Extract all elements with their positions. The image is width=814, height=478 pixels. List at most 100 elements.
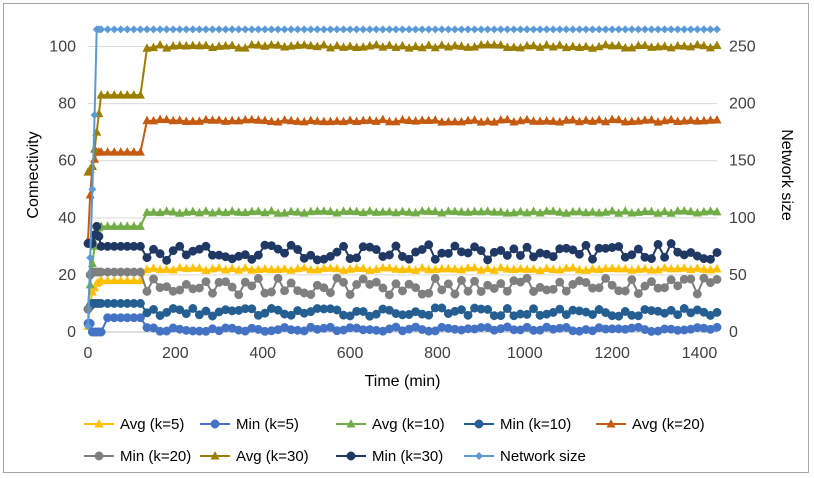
data-point <box>135 267 145 277</box>
data-point <box>640 263 650 273</box>
data-point <box>312 206 322 215</box>
series-min-k-20 <box>83 267 722 314</box>
data-point <box>502 264 512 273</box>
data-point <box>607 206 617 215</box>
data-point <box>430 273 440 283</box>
data-point <box>489 265 499 274</box>
data-point <box>122 90 132 99</box>
data-point <box>601 207 611 216</box>
data-point <box>116 221 126 230</box>
data-point <box>418 25 427 34</box>
data-point <box>660 252 670 262</box>
data-point <box>149 115 159 125</box>
data-point <box>620 206 630 215</box>
data-point <box>502 250 512 260</box>
data-point <box>352 206 362 216</box>
data-point <box>529 252 538 262</box>
data-point <box>653 239 663 249</box>
data-point <box>194 207 204 217</box>
y2-tick-label: 150 <box>729 153 756 170</box>
y-tick-label: 40 <box>58 210 76 227</box>
data-point <box>470 262 480 272</box>
data-point <box>575 25 584 34</box>
data-point <box>188 25 197 34</box>
data-point <box>210 451 220 460</box>
data-point <box>548 284 558 294</box>
data-point <box>542 206 552 215</box>
data-point <box>673 310 683 320</box>
data-point <box>463 248 473 258</box>
data-point <box>260 308 270 318</box>
data-point <box>234 43 244 52</box>
data-point <box>286 115 296 125</box>
data-point <box>88 185 97 194</box>
data-point <box>201 25 210 34</box>
data-point <box>162 264 172 273</box>
data-point <box>116 275 126 285</box>
data-point <box>378 114 388 124</box>
data-point <box>443 116 453 126</box>
data-point <box>476 206 486 216</box>
data-point <box>103 25 112 34</box>
data-point <box>667 25 676 34</box>
data-point <box>686 25 695 34</box>
data-point <box>240 263 250 272</box>
data-point <box>620 307 630 316</box>
y-tick-label: 80 <box>58 96 76 113</box>
data-point <box>332 25 341 34</box>
data-point <box>398 286 407 296</box>
data-point <box>404 264 414 273</box>
data-point <box>210 419 220 429</box>
data-point <box>384 263 394 272</box>
data-point <box>542 115 552 125</box>
data-point <box>555 116 565 126</box>
data-point <box>705 42 715 52</box>
data-point <box>260 115 270 125</box>
data-point <box>391 322 401 332</box>
data-point <box>398 25 407 34</box>
data-point <box>162 25 171 34</box>
data-point <box>155 114 165 124</box>
data-point <box>306 250 316 260</box>
data-point <box>339 206 349 215</box>
data-point <box>542 25 551 34</box>
data-point <box>562 25 571 34</box>
data-point <box>437 117 447 126</box>
data-point <box>182 25 191 34</box>
data-point <box>555 304 565 314</box>
data-point <box>627 265 637 274</box>
data-point <box>280 248 290 258</box>
data-point <box>474 419 484 429</box>
x-tick-label: 0 <box>84 345 93 362</box>
data-point <box>352 263 362 272</box>
x-tick-label: 400 <box>249 345 276 362</box>
data-point <box>706 25 715 34</box>
data-point <box>194 263 204 272</box>
data-point <box>607 114 617 123</box>
data-point <box>647 277 656 287</box>
data-point <box>515 251 525 260</box>
data-point <box>273 305 283 315</box>
data-point <box>443 42 453 51</box>
data-point <box>509 264 519 273</box>
data-point <box>660 262 670 272</box>
data-point <box>555 277 565 287</box>
data-point <box>424 310 434 320</box>
data-point <box>181 309 191 319</box>
data-point <box>594 208 604 217</box>
data-point <box>280 208 290 217</box>
data-point <box>430 264 440 274</box>
data-point <box>122 147 132 156</box>
data-point <box>286 310 296 320</box>
data-point <box>325 116 335 126</box>
data-point <box>135 275 145 285</box>
data-point <box>660 25 669 34</box>
data-point <box>358 263 368 273</box>
data-point <box>496 115 506 124</box>
data-point <box>699 206 709 216</box>
data-point <box>483 206 493 215</box>
data-point <box>483 39 493 49</box>
data-point <box>496 279 506 289</box>
data-point <box>384 290 394 300</box>
data-point <box>470 115 480 124</box>
